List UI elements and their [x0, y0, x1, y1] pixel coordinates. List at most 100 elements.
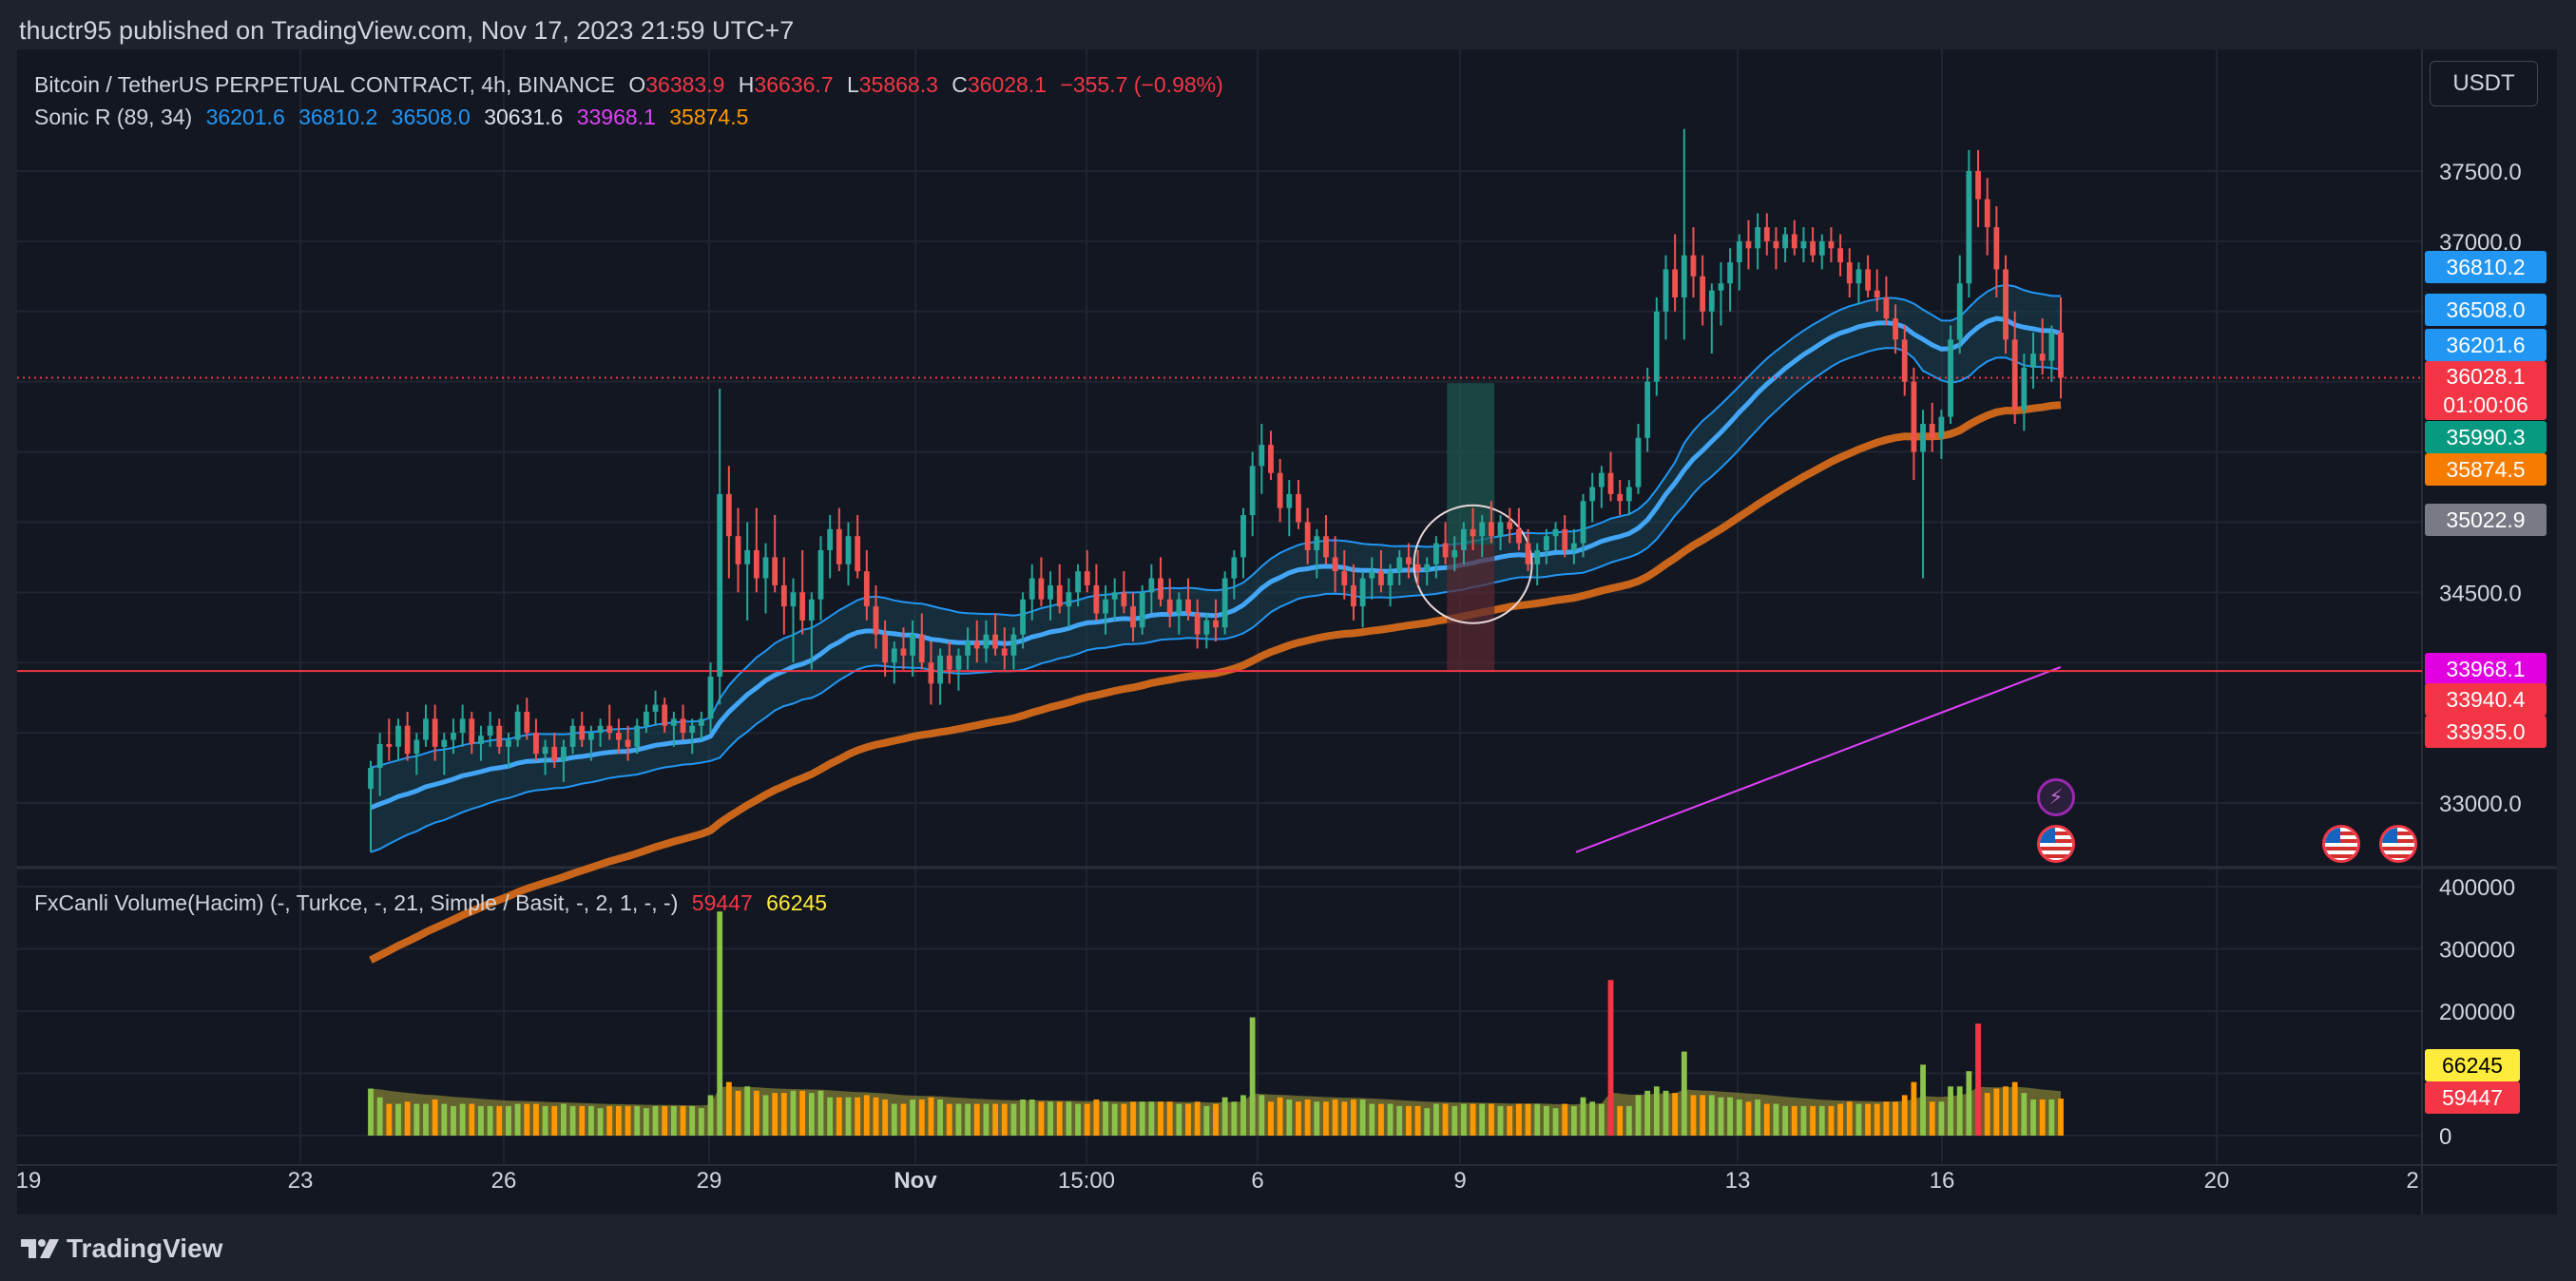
- volume-bar: [1221, 1097, 1228, 1136]
- candle-body: [973, 641, 980, 649]
- volume-bar: [937, 1099, 944, 1136]
- candle-body: [2003, 269, 2009, 340]
- candle-body: [506, 739, 511, 747]
- candle-body: [579, 725, 586, 740]
- candle-body: [965, 641, 971, 656]
- candle-body: [1745, 240, 1752, 249]
- candle-body: [1883, 297, 1890, 319]
- volume-bar: [1607, 980, 1614, 1136]
- volume-bar: [376, 1097, 383, 1136]
- time-tick-label: 15:00: [1058, 1168, 1115, 1194]
- time-tick-label: 19: [17, 1168, 41, 1194]
- candle-body: [1607, 472, 1614, 494]
- zone-green: [1447, 383, 1495, 545]
- volume-bar: [2030, 1099, 2036, 1136]
- candle-body: [1846, 262, 1853, 284]
- candle-body: [1984, 199, 1990, 228]
- symbol-title: Bitcoin / TetherUS PERPETUAL CONTRACT, 4…: [34, 72, 615, 97]
- tradingview-logo[interactable]: TradingView: [21, 1233, 222, 1264]
- us-flag-icon[interactable]: [2379, 825, 2417, 863]
- volume-bar: [1589, 1101, 1596, 1136]
- time-tick-label: 26: [491, 1168, 517, 1194]
- candle-body: [918, 634, 925, 663]
- volume-bar: [1139, 1101, 1145, 1136]
- candle-body: [542, 746, 548, 755]
- volume-bar: [1158, 1101, 1163, 1136]
- volume-bar: [1056, 1101, 1063, 1136]
- volume-bar: [1745, 1101, 1752, 1136]
- chart-frame[interactable]: 33000.0 34500.0 37000.0 37500.0 400000 300000…: [17, 49, 2557, 1214]
- candle-body: [2058, 332, 2064, 378]
- volume-bar: [606, 1105, 613, 1136]
- candle-body: [643, 711, 649, 726]
- candle-body: [569, 725, 576, 747]
- time-tick-label: 23: [288, 1168, 314, 1194]
- candle-body: [2048, 332, 2055, 361]
- candle-body: [1341, 571, 1348, 585]
- ema-orange-line: [369, 401, 2062, 964]
- candle-body: [1800, 240, 1807, 249]
- candle-body: [1920, 424, 1926, 452]
- chart-background: [17, 49, 2557, 1214]
- magenta-line: [1575, 666, 2062, 853]
- lightning-icon[interactable]: ⚡: [2037, 778, 2075, 816]
- candle-body: [1351, 584, 1356, 607]
- volume-bar: [1984, 1093, 1990, 1136]
- volume-bar: [1681, 1051, 1687, 1136]
- currency-button[interactable]: USDT: [2430, 61, 2538, 106]
- current-price-value: 36028.1: [2446, 364, 2526, 389]
- change-value: −355.7 (−0.98%): [1060, 72, 1223, 97]
- volume-title: FxCanli Volume(Hacim) (-, Turkce, -, 21,…: [34, 890, 679, 915]
- volume-bar: [1515, 1103, 1522, 1136]
- price-axis-tag: 36201.6: [2425, 329, 2547, 361]
- volume-bar: [772, 1093, 779, 1136]
- candle-body: [1773, 240, 1779, 249]
- us-flag-graphic: [2325, 828, 2357, 860]
- us-flag-icon[interactable]: [2037, 825, 2075, 863]
- volume-bar: [900, 1103, 907, 1136]
- volume-bar: [1975, 1023, 1981, 1136]
- candle-body: [368, 768, 374, 790]
- volume-bar: [1718, 1097, 1724, 1136]
- candle-body: [1865, 269, 1871, 291]
- volume-bar: [790, 1090, 797, 1136]
- candle-body: [597, 725, 604, 734]
- volume-value-1: 59447: [691, 890, 753, 915]
- volume-bar: [542, 1105, 548, 1136]
- volume-bar: [1929, 1101, 1935, 1136]
- open-label: O: [628, 72, 646, 97]
- candle-body: [698, 718, 704, 726]
- volume-bar: [1314, 1101, 1320, 1136]
- candle-body: [725, 493, 732, 537]
- candle-body: [1277, 472, 1283, 508]
- volume-bar: [1038, 1101, 1045, 1136]
- volume-bar: [946, 1103, 952, 1136]
- candle-body: [1672, 269, 1679, 297]
- us-flag-icon[interactable]: [2322, 825, 2360, 863]
- candle-body: [1993, 227, 2000, 270]
- candle-body: [1323, 536, 1329, 558]
- candle-body: [1975, 171, 1981, 200]
- candle-body: [2039, 354, 2046, 361]
- candle-body: [707, 677, 714, 719]
- candle-body: [680, 718, 686, 734]
- candle-body: [1855, 269, 1862, 284]
- volume-bar: [1938, 1101, 1945, 1136]
- candle-body: [432, 718, 438, 747]
- candle-body: [1414, 564, 1421, 572]
- candle-body: [1525, 543, 1531, 564]
- candle-body: [616, 733, 622, 740]
- sonic-legend[interactable]: Sonic R (89, 34) 36201.6 36810.2 36508.0…: [34, 105, 756, 130]
- volume-legend[interactable]: FxCanli Volume(Hacim) (-, Turkce, -, 21,…: [34, 890, 835, 916]
- volume-bar: [514, 1103, 521, 1136]
- volume-bar: [983, 1103, 990, 1136]
- candle-body: [1010, 634, 1017, 656]
- symbol-legend[interactable]: Bitcoin / TetherUS PERPETUAL CONTRACT, 4…: [34, 72, 1231, 98]
- volume-bar: [1479, 1103, 1486, 1136]
- chart-canvas[interactable]: 33000.034500.037000.037500.0400000300000…: [17, 49, 2557, 1214]
- volume-bar: [1066, 1101, 1072, 1136]
- volume-bar: [1010, 1103, 1017, 1136]
- volume-bar: [1883, 1101, 1890, 1136]
- volume-bar: [1736, 1099, 1742, 1136]
- candle-body: [652, 704, 659, 712]
